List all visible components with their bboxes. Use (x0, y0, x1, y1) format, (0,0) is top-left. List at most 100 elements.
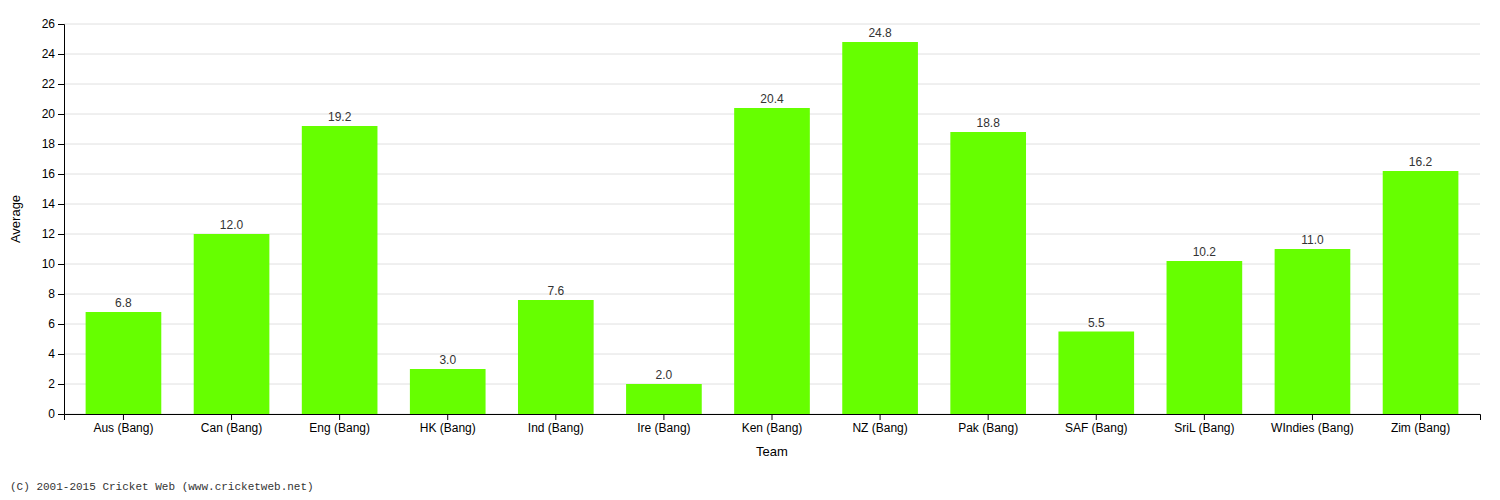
tick-label: 8 (48, 287, 55, 301)
axis-domain (58, 25, 65, 415)
tick: 16 (42, 167, 64, 181)
tick-mark (988, 414, 989, 420)
tick-mark (1312, 414, 1313, 420)
tick-label: 2 (48, 377, 55, 391)
tick-mark (58, 24, 64, 25)
bar (626, 384, 702, 414)
tick-mark (58, 204, 64, 205)
tick: Ind (Bang) (528, 414, 584, 435)
data-label: 3.0 (439, 353, 456, 367)
tick: SAF (Bang) (1065, 414, 1128, 435)
tick-label: WIndies (Bang) (1271, 421, 1354, 435)
bar (842, 42, 918, 414)
tick-label: 0 (48, 407, 55, 421)
bar (302, 126, 378, 414)
tick-mark (1204, 414, 1205, 420)
tick: Can (Bang) (201, 414, 262, 435)
tick-mark (58, 174, 64, 175)
tick-label: 18 (42, 137, 56, 151)
tick-mark (447, 414, 448, 420)
tick: HK (Bang) (420, 414, 476, 435)
tick-label: 16 (42, 167, 56, 181)
tick-label: 22 (42, 77, 56, 91)
tick-mark (1096, 414, 1097, 420)
tick: 2 (48, 377, 64, 391)
chart: Aus (Bang) Can (Bang) Eng (Bang) HK (Bang) I… (0, 0, 1500, 500)
tick-label: 10 (42, 257, 56, 271)
grid-line (64, 24, 1480, 25)
grid-line (64, 84, 1480, 85)
plot-area: Aus (Bang) Can (Bang) Eng (Bang) HK (Bang) I… (42, 17, 1481, 434)
tick: Eng (Bang) (309, 414, 370, 435)
data-label: 16.2 (1409, 155, 1433, 169)
bars (86, 42, 1459, 414)
tick-mark (58, 144, 64, 145)
tick-mark (58, 294, 64, 295)
tick-mark (58, 84, 64, 85)
bar (86, 312, 162, 414)
data-label: 11.0 (1301, 233, 1324, 247)
data-label: 20.4 (760, 92, 784, 106)
tick: Ire (Bang) (637, 414, 690, 435)
tick: 24 (42, 47, 64, 61)
tick: 12 (42, 227, 64, 241)
tick: 0 (48, 407, 64, 421)
tick-mark (58, 324, 64, 325)
tick: 20 (42, 107, 64, 121)
bar (1383, 171, 1459, 414)
tick-label: 4 (48, 347, 55, 361)
data-label: 5.5 (1088, 316, 1105, 330)
tick-mark (58, 54, 64, 55)
tick-mark (1420, 414, 1421, 420)
x-axis: Aus (Bang) Can (Bang) Eng (Bang) HK (Bang) I… (65, 414, 1481, 435)
tick-label: 6 (48, 317, 55, 331)
tick-label: 20 (42, 107, 56, 121)
footnote: (C) 2001-2015 Cricket Web (www.cricketwe… (10, 481, 314, 493)
tick-mark (58, 384, 64, 385)
bar (1275, 249, 1351, 414)
data-label: 10.2 (1193, 245, 1217, 259)
tick-label: SAF (Bang) (1065, 421, 1128, 435)
tick: Ken (Bang) (742, 414, 803, 435)
tick-mark (123, 414, 124, 420)
tick-mark (58, 264, 64, 265)
data-label: 12.0 (220, 218, 244, 232)
data-label: 2.0 (656, 368, 673, 382)
tick: Aus (Bang) (93, 414, 153, 435)
tick: 8 (48, 287, 64, 301)
tick: SriL (Bang) (1174, 414, 1234, 435)
tick: 22 (42, 77, 64, 91)
bar (194, 234, 270, 414)
tick-label: 14 (42, 197, 56, 211)
tick-mark (880, 414, 881, 420)
tick-mark (339, 414, 340, 420)
x-axis-title: Team (756, 444, 788, 459)
y-axis-title: Average (8, 195, 23, 243)
tick-mark (58, 414, 64, 415)
tick-label: Ken (Bang) (742, 421, 803, 435)
tick-label: 24 (42, 47, 56, 61)
tick-label: Ire (Bang) (637, 421, 690, 435)
tick: 14 (42, 197, 64, 211)
tick: Pak (Bang) (958, 414, 1018, 435)
axis-domain (65, 415, 1481, 421)
tick-label: 12 (42, 227, 56, 241)
bar (518, 300, 594, 414)
data-label: 24.8 (868, 26, 892, 40)
tick-mark (555, 414, 556, 420)
tick-mark (663, 414, 664, 420)
tick-label: Zim (Bang) (1391, 421, 1450, 435)
data-labels: 6.812.019.23.07.62.020.424.818.85.510.21… (115, 26, 1432, 382)
tick: 10 (42, 257, 64, 271)
grid (64, 24, 1480, 414)
tick-mark (58, 114, 64, 115)
tick-label: SriL (Bang) (1174, 421, 1234, 435)
grid-line (64, 54, 1480, 55)
data-label: 19.2 (328, 110, 352, 124)
tick: NZ (Bang) (852, 414, 907, 435)
bar (734, 108, 810, 414)
tick: 18 (42, 137, 64, 151)
tick: WIndies (Bang) (1271, 414, 1354, 435)
tick: Zim (Bang) (1391, 414, 1450, 435)
tick-mark (58, 234, 64, 235)
